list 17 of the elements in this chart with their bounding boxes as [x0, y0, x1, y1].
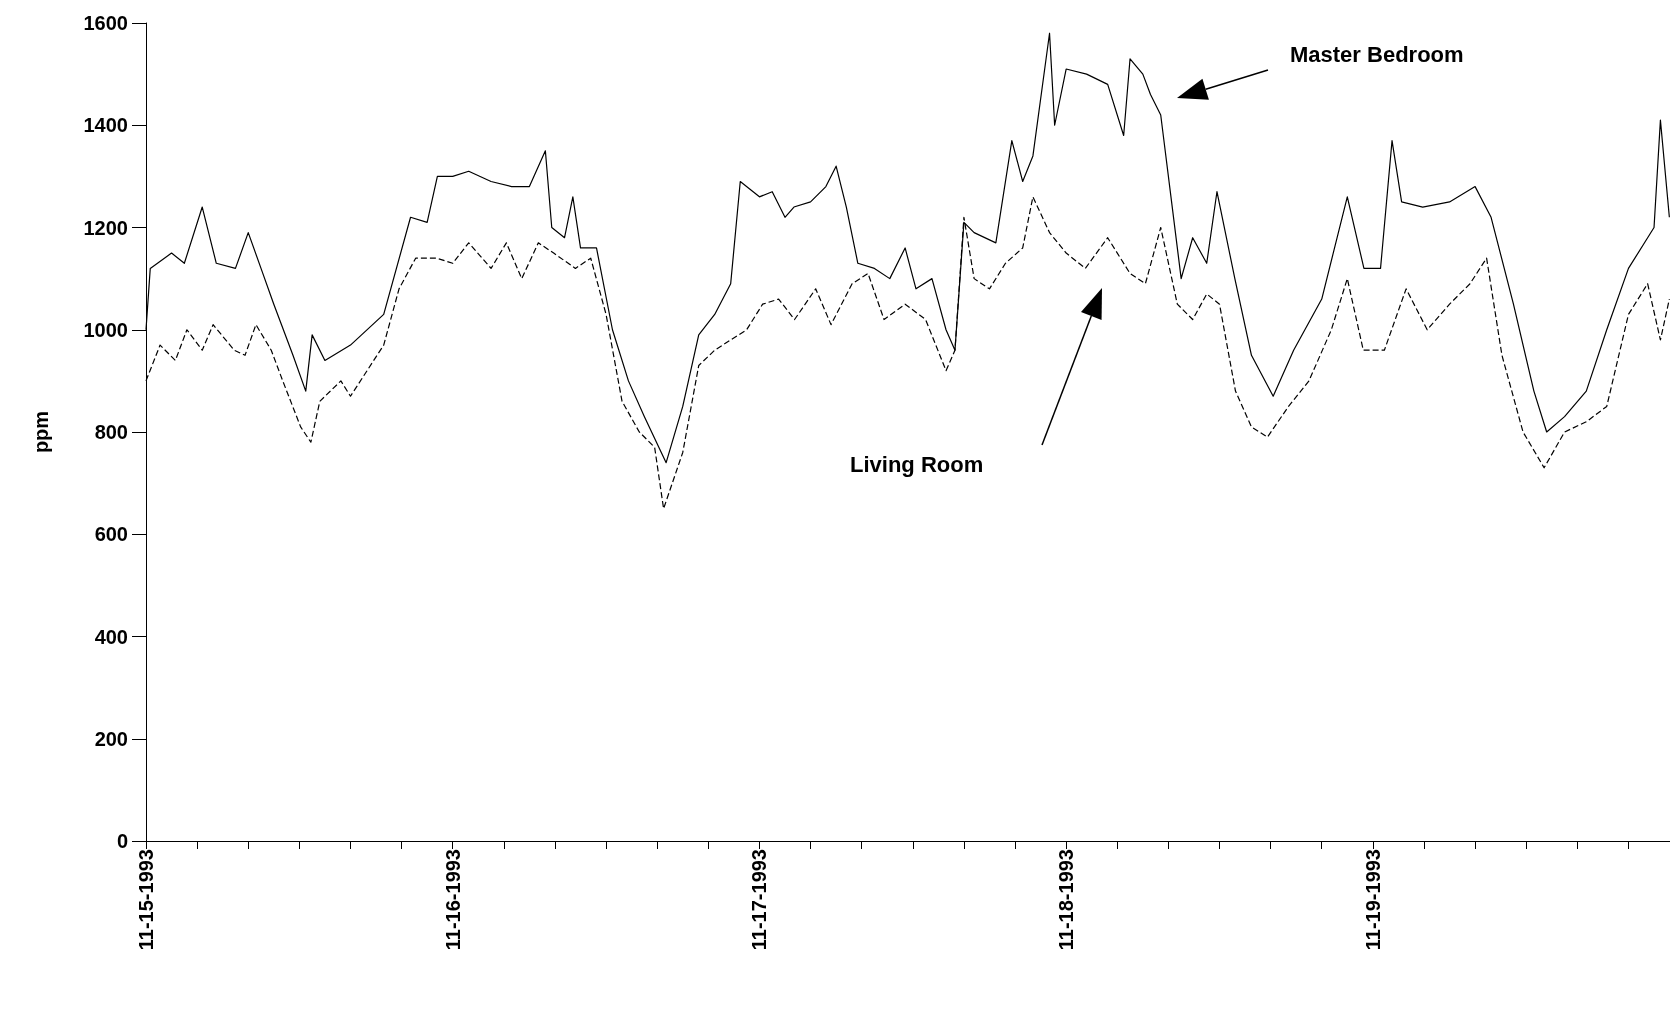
x-tick-label: 11-15-1993	[135, 849, 157, 951]
y-tick-label: 400	[94, 625, 128, 648]
x-tick-label: 11-17-1993	[748, 849, 771, 951]
annotation: Living Room	[850, 451, 984, 477]
y-tick-label: 1200	[83, 216, 128, 239]
y-tick-label: 200	[94, 727, 128, 750]
y-tick-label: 1600	[83, 12, 128, 34]
y-tick-label: 600	[94, 523, 128, 546]
y-tick-label: 1000	[83, 318, 128, 341]
annotation: Master Bedroom	[1290, 41, 1464, 67]
y-tick-label: 0	[116, 830, 128, 852]
x-tick-label: 11-18-1993	[1055, 849, 1078, 951]
x-tick-label: 11-16-1993	[441, 849, 464, 951]
y-tick-label: 800	[94, 421, 128, 443]
x-tick-label: 11-19-1993	[1361, 849, 1384, 951]
y-axis-title: ppm	[30, 410, 52, 454]
y-tick-label: 1400	[83, 114, 128, 137]
